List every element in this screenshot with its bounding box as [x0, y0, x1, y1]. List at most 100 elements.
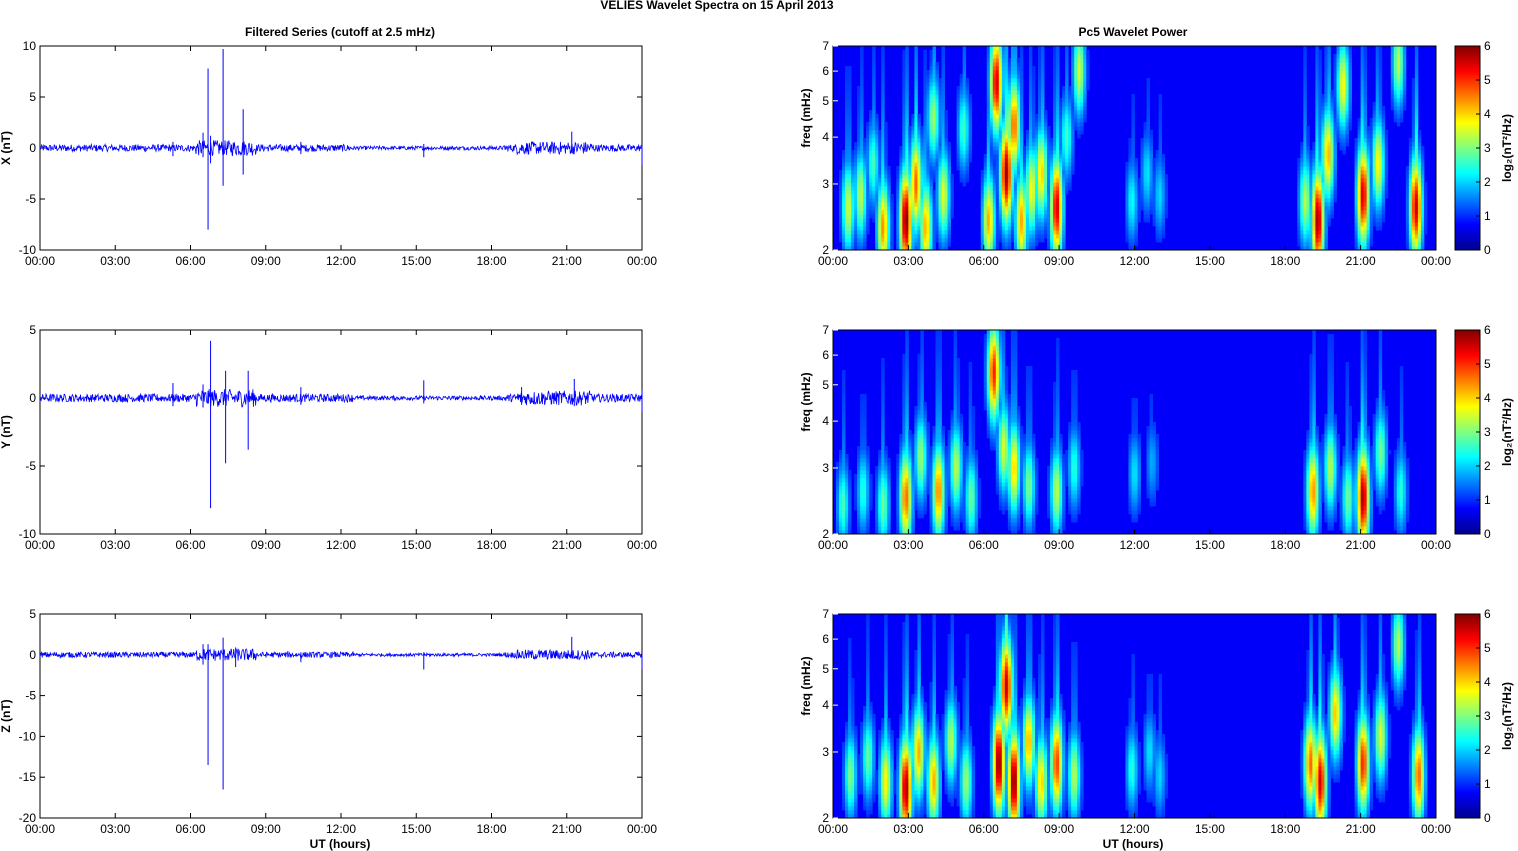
heatmap-cell [1336, 62, 1340, 67]
heatmap-cell [929, 238, 933, 243]
heatmap-cell [1375, 218, 1380, 223]
heatmap-cell [881, 166, 885, 171]
heatmap-cell [929, 118, 933, 123]
heatmap-cell [869, 214, 873, 219]
heatmap-cell [1019, 134, 1024, 139]
heatmap-cell [1345, 74, 1349, 79]
heatmap-cell [884, 178, 888, 183]
heatmap-cell [1035, 158, 1039, 163]
heatmap-cell [1414, 90, 1419, 95]
heatmap-cell [1131, 110, 1135, 115]
heatmap-cell [1348, 86, 1352, 91]
heatmap-cell [1010, 166, 1015, 171]
heatmap-cell [962, 142, 967, 147]
heatmap-cell [929, 150, 933, 155]
heatmap-cell [944, 226, 948, 231]
heatmap-cell [986, 142, 991, 147]
heatmap-cell [1001, 182, 1006, 187]
heatmap-cell [1001, 50, 1006, 55]
heatmap-cell [1077, 106, 1081, 111]
heatmap-cell [860, 462, 864, 467]
heatmap-cell [1062, 142, 1066, 147]
heatmap-cell [941, 170, 945, 175]
heatmap-cell [1327, 166, 1331, 171]
heatmap-cell [1038, 202, 1042, 207]
heatmap-cell [1038, 166, 1042, 171]
heatmap-cell [1327, 70, 1331, 75]
heatmap-cell [890, 206, 894, 211]
heatmap-cell [1041, 46, 1045, 51]
heatmap-cell [926, 194, 930, 199]
heatmap-cell [875, 194, 879, 199]
heatmap-cell [1053, 122, 1057, 127]
heatmap-cell [1300, 142, 1304, 147]
heatmap-cell [1411, 230, 1416, 235]
heatmap-cell [1372, 118, 1377, 123]
heatmap-cell [884, 194, 888, 199]
heatmap-cell [842, 166, 846, 171]
heatmap-cell [947, 166, 951, 171]
heatmap-cell [1016, 102, 1021, 107]
heatmap-cell [1007, 110, 1012, 115]
heatmap-cell [1369, 162, 1374, 167]
heatmap-cell [860, 478, 864, 483]
heatmap-cell [1378, 146, 1383, 151]
heatmap-cell [1303, 222, 1307, 227]
heatmap-cell [923, 90, 927, 95]
heatmap-cell [1360, 142, 1365, 147]
heatmap-cell [1324, 194, 1328, 199]
heatmap-cell [881, 66, 885, 71]
heatmap-cell [992, 74, 997, 79]
heatmap-cell [899, 214, 903, 219]
heatmap-cell [1131, 186, 1135, 191]
heatmap-cell [863, 478, 867, 483]
heatmap-cell [1125, 210, 1129, 215]
heatmap-cell [941, 98, 945, 103]
heatmap-cell [1366, 186, 1371, 191]
heatmap-cell [995, 106, 1000, 111]
heatmap-cell [1010, 134, 1015, 139]
heatmap-cell [947, 202, 951, 207]
heatmap-cell [989, 94, 994, 99]
heatmap-cell [896, 166, 900, 171]
heatmap-cell [866, 482, 870, 487]
heatmap-cell [929, 210, 933, 215]
heatmap-cell [1396, 46, 1401, 51]
heatmap-cell [1004, 226, 1009, 231]
heatmap-cell [1074, 50, 1078, 55]
heatmap-cell [1336, 78, 1340, 83]
heatmap-cell [857, 166, 861, 171]
heatmap-cell [869, 110, 873, 115]
heatmap-cell [1324, 118, 1328, 123]
heatmap-cell [1303, 138, 1307, 143]
heatmap-cell [1131, 162, 1135, 167]
heatmap-cell [1028, 78, 1033, 83]
heatmap-cell [1128, 158, 1132, 163]
heatmap-cell [1028, 94, 1033, 99]
heatmap-cell [848, 142, 852, 147]
heatmap-cell [1086, 70, 1090, 75]
heatmap-cell [920, 126, 924, 131]
heatmap-cell [1019, 150, 1024, 155]
heatmap-cell [914, 190, 918, 195]
heatmap-cell [839, 170, 843, 175]
heatmap-cell [1363, 218, 1368, 223]
heatmap-cell [1143, 174, 1147, 179]
heatmap-cell [1083, 58, 1087, 63]
heatmap-cell [944, 182, 948, 187]
heatmap-cell [1025, 138, 1030, 143]
heatmap-cell [1369, 130, 1374, 135]
heatmap-cell [1056, 222, 1060, 227]
heatmap-cell [1007, 142, 1012, 147]
heatmap-cell [1041, 158, 1045, 163]
heatmap-cell [1414, 186, 1419, 191]
heatmap-cell [950, 190, 955, 195]
heatmap-cell [845, 522, 849, 527]
heatmap-cell [1303, 54, 1307, 59]
heatmap-cell [1152, 222, 1157, 227]
heatmap-cell [1363, 242, 1368, 247]
heatmap-cell [842, 174, 846, 179]
heatmap-cell [992, 86, 997, 91]
heatmap-cell [881, 170, 885, 175]
heatmap-cell [1336, 70, 1340, 75]
